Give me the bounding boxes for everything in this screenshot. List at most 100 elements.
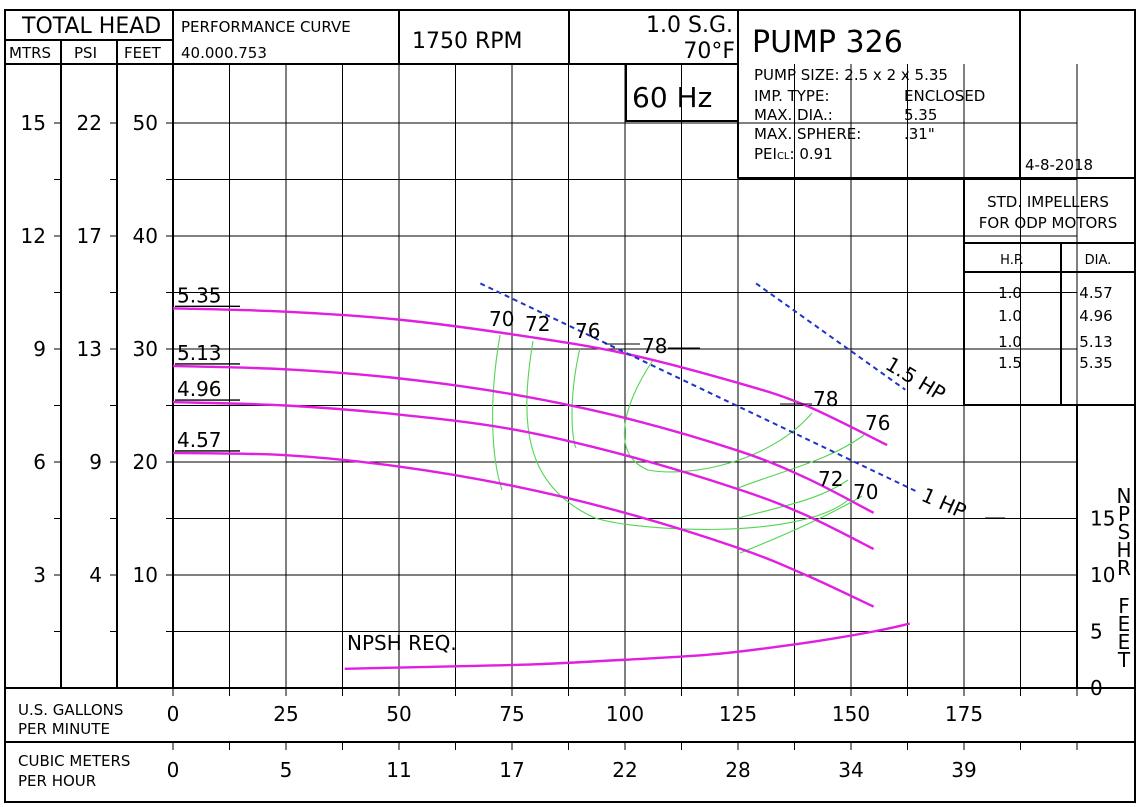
spec-max-dia-value: 5.35 — [904, 106, 937, 124]
spec-max-dia: MAX. DIA.: — [754, 106, 833, 124]
temp-label: 70°F — [683, 39, 735, 64]
impeller-hp-4: 1.5 — [998, 354, 1022, 372]
feet-tick-label: 50 — [133, 111, 158, 135]
eff-label-78: 78 — [813, 387, 838, 411]
impeller-title-1: STD. IMPELLERS — [987, 193, 1109, 211]
pump-specs: PUMP SIZE: 2.5 x 2 x 5.35 IMP. TYPE: ENC… — [754, 66, 985, 163]
impeller-dia-2: 4.96 — [1079, 307, 1112, 325]
impeller-table: STD. IMPELLERS FOR ODP MOTORS H.P. DIA. … — [979, 193, 1117, 372]
npsh-tick-label: 5 — [1090, 620, 1103, 644]
curve-label-5.13: 5.13 — [177, 341, 222, 365]
pump-title: PUMP 326 — [752, 25, 903, 60]
eff-curve-76 — [571, 347, 863, 554]
date-label: 4-8-2018 — [1025, 156, 1093, 174]
impeller-dia-4: 5.35 — [1079, 354, 1112, 372]
eff-curve-70 — [492, 334, 503, 491]
npsh-axis-letter: T — [1117, 648, 1131, 672]
col-psi-label: PSI — [74, 44, 97, 62]
gpm-tick-label: 125 — [719, 702, 757, 726]
psi-tick-label: 13 — [77, 337, 102, 361]
perf-code: 40.000.753 — [181, 44, 267, 62]
curve-label-4.57: 4.57 — [177, 428, 222, 452]
feet-tick-label: 20 — [133, 450, 158, 474]
mtrs-tick-label: 3 — [33, 563, 46, 587]
spec-max-sphere: MAX. SPHERE: — [754, 125, 861, 143]
psi-tick-label: 17 — [77, 224, 102, 248]
perf-title: PERFORMANCE CURVE — [181, 18, 351, 36]
mtrs-tick-label: 15 — [21, 111, 46, 135]
col-feet-label: FEET — [124, 44, 162, 62]
npsh-req-label: NPSH REQ. — [347, 631, 457, 655]
eff-curve-76b — [737, 434, 865, 489]
hp-line-1-5HP — [755, 282, 906, 391]
impeller-col-dia: DIA. — [1085, 253, 1112, 268]
cmh-tick-label: 34 — [838, 758, 863, 782]
head-curve-4.96 — [172, 400, 875, 551]
eff-label-72: 72 — [525, 312, 550, 336]
cmh-tick-label: 28 — [725, 758, 750, 782]
impeller-hp-1: 1.0 — [998, 284, 1022, 302]
impeller-col-hp: H.P. — [1000, 253, 1024, 268]
gpm-tick-label: 100 — [606, 702, 644, 726]
feet-tick-label: 10 — [133, 563, 158, 587]
feet-tick-label: 30 — [133, 337, 158, 361]
impeller-dia-3: 5.13 — [1079, 333, 1112, 351]
curve-label-4.96: 4.96 — [177, 377, 222, 401]
npsh-tick-label: 15 — [1090, 507, 1115, 531]
npsh-axis-letter: F — [1118, 594, 1130, 618]
cmh-tick-label: 0 — [167, 758, 180, 782]
gpm-tick-label: 0 — [167, 702, 180, 726]
spec-imp-type: IMP. TYPE: — [754, 87, 830, 105]
gpm-label-1: U.S. GALLONS — [18, 701, 123, 719]
eff-label-72: 72 — [818, 467, 843, 491]
mtrs-tick-label: 12 — [21, 224, 46, 248]
eff-label-78: 78 — [642, 334, 667, 358]
hz-label: 60 Hz — [632, 81, 712, 114]
npsh-axis-letter: N — [1117, 484, 1132, 508]
impeller-hp-3: 1.0 — [998, 333, 1022, 351]
gpm-tick-label: 175 — [945, 702, 983, 726]
cmh-label-2: PER HOUR — [18, 772, 96, 790]
gpm-tick-label: 50 — [386, 702, 411, 726]
sg-label: 1.0 S.G. — [646, 13, 733, 38]
mtrs-tick-label: 6 — [33, 450, 46, 474]
psi-tick-label: 9 — [89, 450, 102, 474]
total-head-label: TOTAL HEAD — [21, 14, 161, 39]
eff-curve-72b — [737, 479, 849, 519]
npsh-axis-letter: S — [1118, 520, 1131, 544]
npsh-axis-letter: E — [1118, 630, 1131, 654]
mtrs-tick-label: 9 — [33, 337, 46, 361]
impeller-dia-1: 4.57 — [1079, 284, 1112, 302]
feet-tick-label: 40 — [133, 224, 158, 248]
impeller-hp-2: 1.0 — [998, 307, 1022, 325]
horsepower-lines — [479, 282, 920, 494]
gpm-tick-label: 25 — [273, 702, 298, 726]
npsh-axis-letter: E — [1118, 612, 1131, 636]
pei-label: PEICL: 0.91 — [754, 145, 833, 163]
col-mtrs-label: MTRS — [9, 44, 51, 62]
eff-curve-78 — [623, 359, 813, 473]
cmh-label-1: CUBIC METERS — [18, 752, 130, 770]
curve-label-5.35: 5.35 — [177, 283, 222, 307]
head-curves — [172, 307, 911, 670]
cmh-tick-label: 11 — [386, 758, 411, 782]
gpm-tick-label: 150 — [832, 702, 870, 726]
head-curve-4.57 — [172, 451, 875, 608]
gpm-label-2: PER MINUTE — [18, 720, 110, 738]
eff-label-70: 70 — [489, 307, 514, 331]
spec-size: PUMP SIZE: 2.5 x 2 x 5.35 — [754, 66, 948, 84]
impeller-title-2: FOR ODP MOTORS — [979, 214, 1117, 232]
npsh-req-curve — [344, 622, 911, 670]
eff-label-76: 76 — [575, 319, 600, 343]
efficiency-curves — [492, 334, 865, 554]
head-curve-5.35 — [172, 307, 888, 447]
npsh-axis-letter: H — [1116, 538, 1131, 562]
spec-imp-type-value: ENCLOSED — [904, 87, 985, 105]
eff-label-76: 76 — [865, 411, 890, 435]
rpm-label: 1750 RPM — [412, 29, 523, 54]
cmh-tick-label: 17 — [499, 758, 524, 782]
head-curve-5.13 — [172, 364, 875, 514]
axis-labels: 1043209630139401712502215002555011751710… — [21, 111, 1132, 782]
table-lines — [5, 10, 1135, 743]
